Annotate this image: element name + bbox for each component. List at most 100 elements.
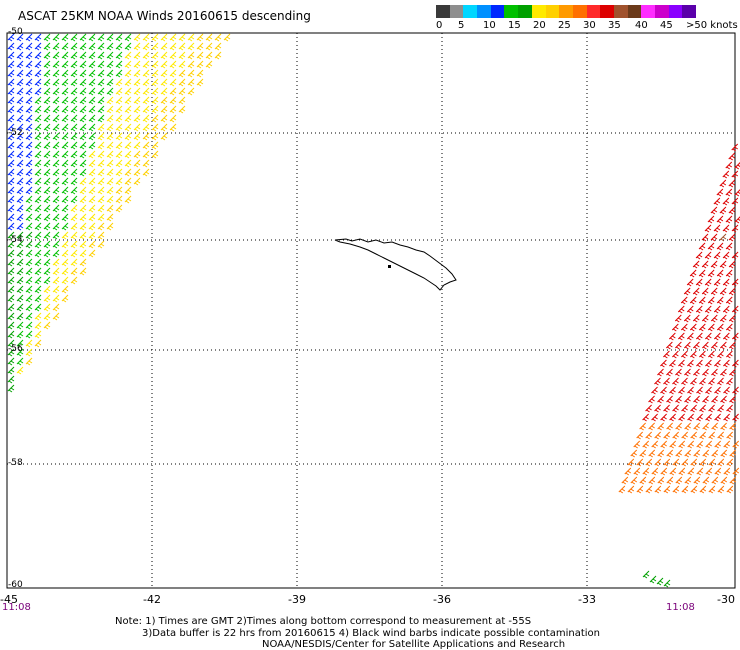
wind-barb [704,332,712,341]
wind-barb [25,186,33,195]
wind-barb [731,251,739,260]
wind-barb [178,69,186,78]
wind-barb [722,224,730,233]
wind-barb [16,321,24,330]
wind-barb [722,251,730,260]
wind-barb [106,195,114,204]
wind-barb [115,141,123,150]
wind-barb [61,186,69,195]
wind-barb [16,366,24,375]
wind-barb [52,150,60,159]
wind-barb [675,341,682,350]
wind-barb [79,231,87,240]
wind-barb [722,332,730,341]
wind-barb [70,258,78,267]
wind-barb [669,440,677,449]
wind-barb [699,458,707,467]
wind-barb [115,195,123,204]
legend-color-bar [436,5,697,18]
wind-barb [160,42,168,51]
wind-barb [636,431,644,440]
wind-barb [133,96,141,105]
wind-barb [52,312,60,321]
wind-barb [187,42,195,51]
wind-barb [695,251,703,260]
wind-barb [696,413,703,422]
wind-barb [656,577,664,586]
wind-barb [196,60,204,69]
wind-barb [79,249,87,258]
wind-barb [729,368,736,377]
wind-barb [7,51,15,60]
wind-barb [52,213,60,222]
wind-barb [79,213,87,222]
wind-barb [732,413,739,422]
wind-barb [731,278,739,287]
wind-barb [124,159,132,168]
wind-barb [79,195,87,204]
wind-barb [79,69,87,78]
wind-barb [16,168,24,177]
wind-barb [618,485,626,494]
wind-barb [657,395,664,404]
time-left: 11:08 [2,602,31,613]
legend-swatch [641,5,655,18]
wind-barb [34,105,42,114]
wind-barb [88,231,96,240]
wind-barb [52,168,60,177]
wind-barb [52,96,60,105]
wind-barb [729,449,737,458]
wind-barb [663,404,670,413]
wind-barb [142,51,150,60]
wind-barb [34,312,42,321]
wind-barb [124,150,132,159]
wind-barb [25,303,33,312]
wind-barb [52,60,60,69]
wind-barb [16,303,24,312]
wind-barb [684,449,692,458]
wind-barb [720,476,728,485]
wind-barb [25,123,33,132]
wind-barb [7,105,15,114]
wind-barb [79,240,87,249]
wind-barb [61,105,69,114]
wind-barb [43,204,51,213]
wind-barb [61,168,69,177]
wind-barb [726,431,734,440]
wind-barb [698,323,706,332]
wind-barb [88,69,96,78]
wind-barb [70,222,78,231]
wind-barb [70,33,78,42]
wind-barb [687,386,694,395]
wind-barb [649,575,657,584]
wind-barb [16,150,24,159]
wind-barb [106,96,114,105]
wind-barb [133,114,141,123]
wind-barb [88,132,96,141]
wind-barb [681,485,689,494]
wind-barb [710,287,718,296]
wind-barb [133,150,141,159]
wind-barb [88,42,96,51]
wind-barb [97,159,105,168]
wind-barb [687,440,695,449]
wind-barb [707,296,715,305]
wind-barb [684,476,692,485]
wind-barb [97,222,105,231]
wind-barb [151,69,159,78]
lat-label: -54 [8,235,23,245]
wind-barb [43,195,51,204]
wind-barb [34,33,42,42]
wind-barb [52,132,60,141]
wind-barb [115,132,123,141]
wind-barb [731,143,739,152]
wind-barb [690,404,697,413]
wind-barb [34,267,42,276]
wind-barb [707,323,715,332]
wind-barb [133,60,141,69]
wind-barb [657,368,664,377]
wind-barb [722,305,730,314]
wind-barb [142,132,150,141]
wind-barb [142,69,150,78]
wind-barb [142,141,150,150]
